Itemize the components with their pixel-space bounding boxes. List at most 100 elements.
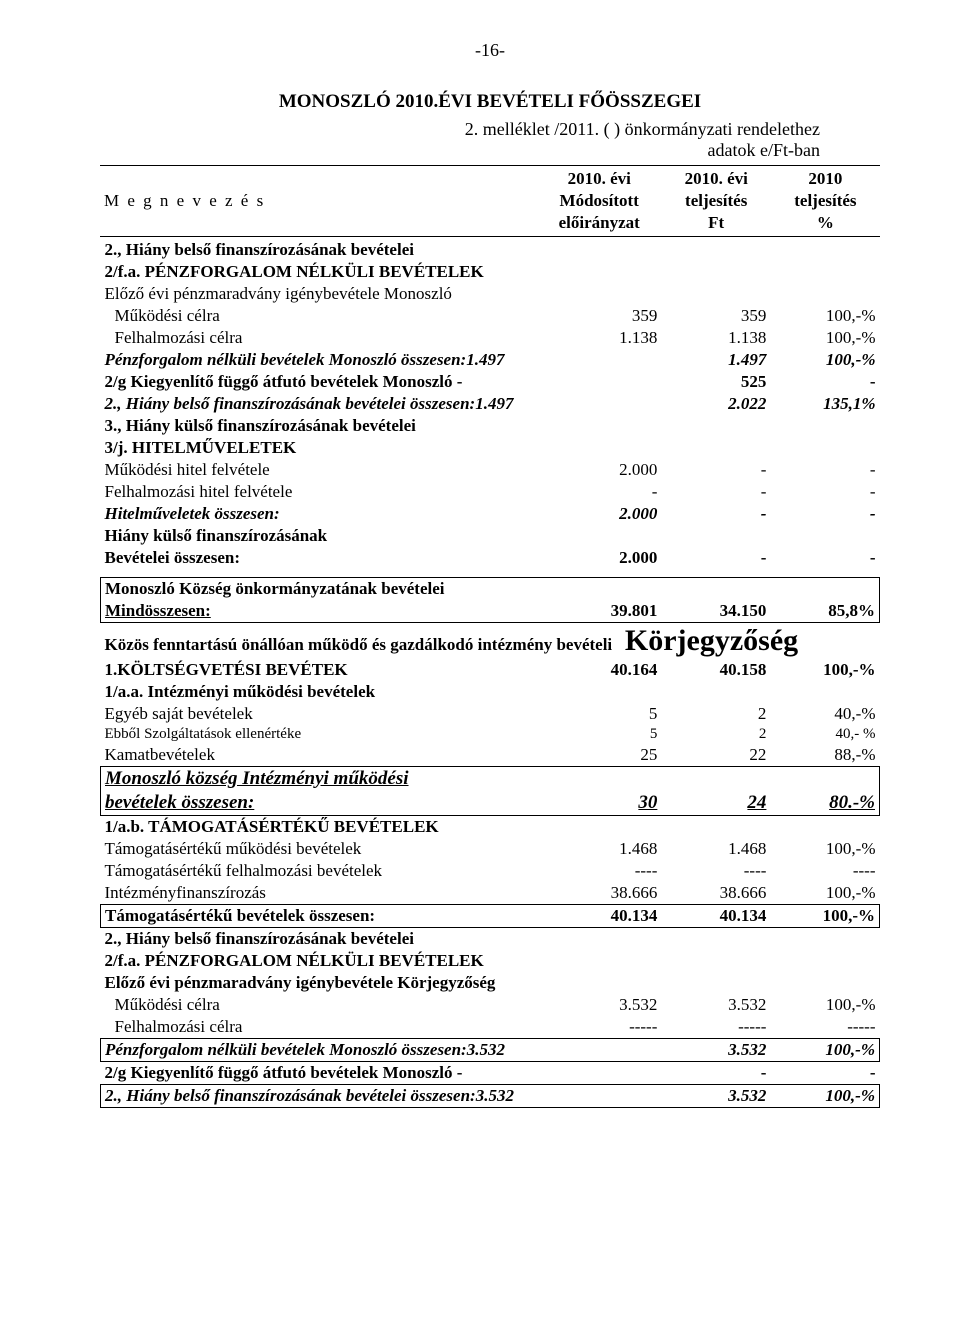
title-sub1: 2. melléklet /2011. ( ) önkormányzati re… [100,119,880,140]
table-row: 2., Hiány belső finanszírozásának bevéte… [101,927,880,950]
section-1aa-title: 1/a.a. Intézményi működési bevételek [101,681,880,703]
cell-b: 24 [661,791,770,816]
cell-c: 100,-% [770,659,879,681]
table-row: Előző évi pénzmaradvány igénybevétele Kö… [101,972,880,994]
cell-b: - [661,547,770,569]
table-row: 2., Hiány belső finanszírozásának bevéte… [101,239,880,261]
cell-c: 100,-% [770,994,879,1016]
cell-label: Felhalmozási célra [101,1016,537,1039]
table-row: 2/g Kiegyenlítő függő átfutó bevételek M… [101,1061,880,1084]
section-1ab-title: 1/a.b. TÁMOGATÁSÉRTÉKŰ BEVÉTELEK [101,815,880,838]
cell-a: 39.801 [537,600,662,623]
table-row: Egyéb saját bevételek 5 2 40,-% [101,703,880,725]
cell-c: ----- [770,1016,879,1039]
cell-a: 1.138 [537,327,662,349]
cell-label: Hitelműveletek összesen: [101,503,537,525]
table-row: Pénzforgalom nélküli bevételek Monoszló … [101,349,880,371]
body-table: 2., Hiány belső finanszírozásának bevéte… [100,239,880,1108]
cell-c: 100,-% [770,838,879,860]
table-row: Előző évi pénzmaradvány igénybevétele Mo… [101,283,880,305]
cell-c: 100,-% [770,1084,879,1107]
table-row: Működési célra 359 359 100,-% [101,305,880,327]
cell-label: Intézményfinanszírozás [101,882,537,905]
cell-a: ----- [537,1016,662,1039]
cell-b: 2 [661,725,770,744]
cell-b: 359 [661,305,770,327]
cell-a: - [537,481,662,503]
cell-a: 30 [537,791,662,816]
cell-b: 3.532 [661,1084,770,1107]
table-row: Hiány külső finanszírozásának [101,525,880,547]
cell-b: 40.158 [661,659,770,681]
header-left: M e g n e v e z é s [100,168,537,234]
cell-a: 2.000 [537,503,662,525]
table-row: 2/f.a. PÉNZFORGALOM NÉLKÜLI BEVÉTELEK [101,950,880,972]
cell-c: - [770,503,879,525]
cell-label: 2., Hiány belső finanszírozásának bevéte… [101,1084,662,1107]
cell-a: 1.468 [537,838,662,860]
table-row: Működési célra 3.532 3.532 100,-% [101,994,880,1016]
table-row: Közös fenntartású önállóan működő és gaz… [101,622,880,659]
cell-b: 3.532 [661,1038,770,1061]
cell-label: 1.KÖLTSÉGVETÉSI BEVÉTEK [101,659,537,681]
cell-c: 40,- % [770,725,879,744]
boxed-row: Támogatásértékű bevételek összesen: 40.1… [101,904,880,927]
cell-label: Működési hitel felvétele [101,459,537,481]
hkf-line1: Hiány külső finanszírozásának [101,525,880,547]
cell-b: 2 [661,703,770,725]
cell-b: ---- [661,860,770,882]
cell-label: Támogatásértékű bevételek összesen: [101,904,537,927]
cell-c: 100,-% [770,327,879,349]
cell-label: bevételek összesen: [101,791,537,816]
cell-label: Felhalmozási hitel felvétele [101,481,537,503]
cell-a: 25 [537,744,662,767]
boxed-row: Monoszló Község önkormányzatának bevétel… [101,577,880,600]
korjegyzoseg-line: Közös fenntartású önállóan működő és gaz… [101,622,880,659]
cell-b: 1.497 [661,349,770,371]
boxed-row: Pénzforgalom nélküli bevételek Monoszló … [101,1038,880,1061]
korj-big: Körjegyzőség [625,624,798,657]
cell-c: 88,-% [770,744,879,767]
hdr-c2l2: teljesítés [662,190,771,212]
cell-c: 100,-% [770,904,879,927]
cell-label: 2/g Kiegyenlítő függő átfutó bevételek M… [101,371,662,393]
cell-label: Bevételei összesen: [101,547,537,569]
cell-c: 85,8% [770,600,879,623]
table-row: 3/j. HITELMŰVELETEK [101,437,880,459]
cell-c: - [770,1061,879,1084]
table-row: 1/a.a. Intézményi működési bevételek [101,681,880,703]
cell-b: 38.666 [661,882,770,905]
cell-label: Ebből Szolgáltatások ellenértéke [101,725,537,744]
mind-line1: Monoszló Község önkormányzatának bevétel… [101,577,880,600]
cell-label: Felhalmozási célra [101,327,537,349]
table-row: Kamatbevételek 25 22 88,-% [101,744,880,767]
cell-b: 40.134 [661,904,770,927]
cell-c: - [770,481,879,503]
section-2-title: 2., Hiány belső finanszírozásának bevéte… [101,239,880,261]
cell-c: 100,-% [770,349,879,371]
hdr-c2l1: 2010. évi [662,168,771,190]
cell-a: 359 [537,305,662,327]
cell-c: - [770,547,879,569]
table-row: Felhalmozási hitel felvétele - - - [101,481,880,503]
boxed-row: Monoszló község Intézményi működési [101,766,880,791]
table-row: 1/a.b. TÁMOGATÁSÉRTÉKŰ BEVÉTELEK [101,815,880,838]
hdr-c1l2: Módosított [537,190,662,212]
table-row: Bevételei összesen: 2.000 - - [101,547,880,569]
korj-pre: Közös fenntartású önállóan működő és gaz… [105,635,613,654]
boxed-row: 2., Hiány belső finanszírozásának bevéte… [101,1084,880,1107]
cell-label: Támogatásértékű felhalmozási bevételek [101,860,537,882]
section-3-title: 3., Hiány külső finanszírozásának bevéte… [101,415,880,437]
cell-label: Működési célra [101,305,537,327]
cell-label: 2., Hiány belső finanszírozásának bevéte… [101,393,662,415]
table-row: 2., Hiány belső finanszírozásának bevéte… [101,393,880,415]
cell-c: 80.-% [770,791,879,816]
table-row: 2/g Kiegyenlítő függő átfutó bevételek M… [101,371,880,393]
cell-b: - [661,481,770,503]
table-row: Intézményfinanszírozás 38.666 38.666 100… [101,882,880,905]
cell-a: 5 [537,703,662,725]
page-number: -16- [100,40,880,61]
cell-b: 2.022 [661,393,770,415]
cell-label: Kamatbevételek [101,744,537,767]
cell-label: 2/g Kiegyenlítő függő átfutó bevételek M… [101,1061,662,1084]
